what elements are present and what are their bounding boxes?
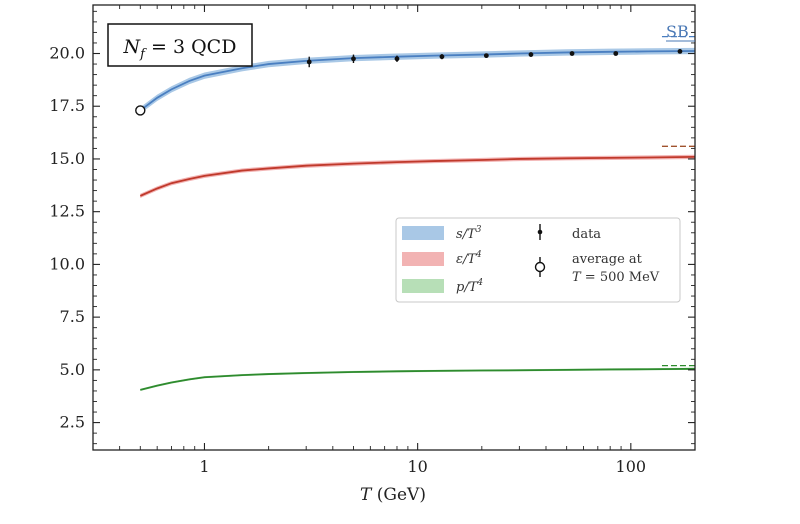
band-s-t-3 [140,47,696,114]
legend-marker-average [534,261,546,273]
data-point [528,52,534,57]
legend-frame [395,217,681,303]
data-point [677,48,683,54]
legend-label-entropy: s/T3 [456,225,482,242]
plot-frame [92,4,696,451]
data-point [394,56,400,62]
legend-swatch-energy [402,252,444,266]
y-tick-label: 12.5 [49,202,85,221]
data-point [569,51,575,56]
legend-marker-data [537,229,543,235]
sb-label: SB [666,22,689,41]
data-point [306,59,312,65]
x-tick-label: 1 [199,457,209,476]
y-tick-label: 2.5 [60,413,85,432]
y-tick-label: 20.0 [49,44,85,63]
data-point [483,53,489,59]
data-point [613,51,619,56]
sb-limits-layer [661,35,695,367]
x-axis-label: T (GeV) [360,485,426,505]
legend-label-data: data [572,227,601,242]
band-t-4 [140,154,696,198]
legend-label-average: average at [572,252,643,267]
y-tick-label: 15.0 [49,149,85,168]
y-tick-label: 17.5 [49,96,85,115]
annotation-box: Nf = 3 QCD [107,23,253,67]
data-points-layer [135,48,683,116]
legend-swatch-entropy [402,226,444,240]
y-tick-label: 7.5 [60,307,85,326]
legend-label-pressure: p/T4 [456,278,483,295]
legend-swatch-pressure [402,279,444,293]
line-t-4 [139,155,696,197]
y-tick-label: 5.0 [60,360,85,379]
data-point [439,54,445,60]
axis-ticks: 1 10 100 2.5 5.0 7.5 10.0 12.5 15.0 17.5 20.0 [49,5,695,476]
line-p-t-4 [140,367,696,391]
average-point [135,105,146,116]
legend-label-average-temp: T = 500 MeV [572,270,660,285]
annotation-text: Nf = 3 QCD [123,36,237,62]
y-tick-label: 10.0 [49,254,85,273]
legend-label-energy: ε/T4 [456,250,482,267]
x-tick-label: 10 [407,457,427,476]
data-point [351,56,356,62]
legend: s/T3 ε/T4 p/T4 data average at T = 500 M… [395,217,681,303]
x-tick-label: 100 [616,457,647,476]
